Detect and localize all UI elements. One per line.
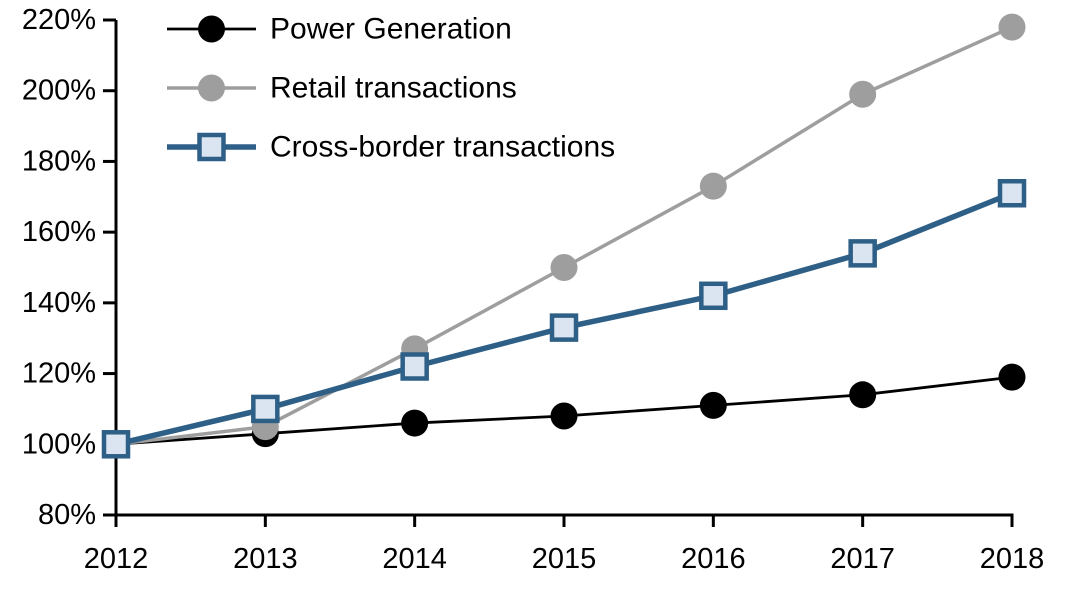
legend-label: Cross-border transactions — [270, 131, 615, 164]
data-point-circle — [550, 254, 578, 281]
legend-item-power-generation: Power Generation — [167, 13, 512, 46]
data-point-square — [699, 281, 728, 311]
legend-label: Retail transactions — [270, 72, 517, 105]
data-point-square — [549, 313, 579, 342]
x-tick-label: 2017 — [830, 543, 895, 575]
x-tick-label: 2016 — [681, 543, 746, 575]
y-tick-label: 200% — [22, 75, 96, 107]
data-point-circle — [550, 402, 578, 430]
data-point-square — [997, 179, 1027, 208]
x-tick-label: 2014 — [382, 543, 447, 575]
y-tick-label: 80% — [38, 499, 96, 531]
data-point-square — [251, 394, 280, 424]
y-tick-label: 140% — [22, 287, 96, 319]
data-point-circle — [699, 172, 727, 200]
data-point-square — [400, 352, 429, 381]
axes: 80% 100% 120% 140% 160% 180% 200% 220% 2012 2013 2… — [22, 4, 1044, 575]
legend-item-cross-border-transactions: Cross-border transactions — [167, 131, 615, 164]
data-point-square — [848, 239, 877, 268]
data-point-circle — [849, 381, 877, 409]
y-tick-label: 120% — [22, 358, 96, 390]
x-tick-label: 2018 — [980, 543, 1045, 575]
legend-label: Power Generation — [270, 13, 512, 46]
data-point-circle — [849, 80, 877, 108]
data-point-circle — [998, 13, 1026, 41]
data-point-square — [101, 430, 131, 459]
data-point-square — [197, 132, 226, 162]
x-tick-label: 2012 — [84, 543, 149, 575]
x-tick-label: 2015 — [532, 543, 597, 575]
series-power-generation — [102, 363, 1026, 458]
legend: Power Generation Retail transactions Cross… — [167, 13, 615, 164]
legend-item-retail-transactions: Retail transactions — [167, 72, 517, 105]
series-cross-border-transactions — [101, 179, 1027, 459]
data-point-circle — [401, 409, 429, 437]
y-tick-label: 220% — [22, 4, 96, 36]
y-tick-label: 100% — [22, 428, 96, 460]
data-point-circle — [198, 15, 225, 43]
y-tick-label: 180% — [22, 145, 96, 177]
data-point-circle — [998, 363, 1026, 391]
data-point-circle — [699, 391, 727, 419]
data-point-circle — [198, 74, 225, 102]
y-tick-label: 160% — [22, 216, 96, 248]
x-tick-label: 2013 — [233, 543, 298, 575]
